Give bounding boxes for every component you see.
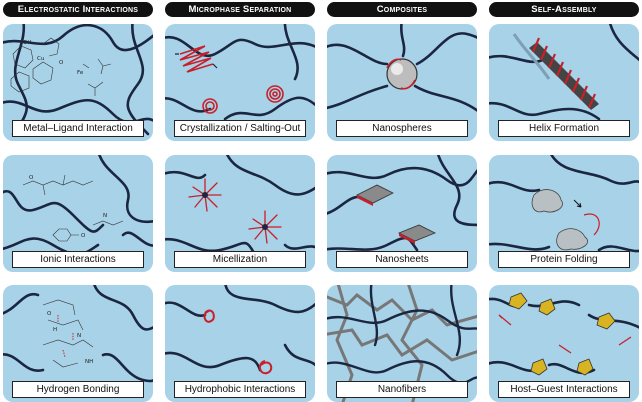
caption-ionic: Ionic Interactions bbox=[12, 251, 144, 268]
panel-nanosheets: Nanosheets bbox=[327, 155, 477, 272]
panel-metal-ligand: Cu Fe OH O Metal–Ligand Interaction bbox=[3, 24, 153, 141]
panel-nanofibers: Nanofibers bbox=[327, 285, 477, 402]
panel-helix: Helix Formation bbox=[489, 24, 639, 141]
panel-protein-folding: Protein Folding bbox=[489, 155, 639, 272]
nanosheets-illustration bbox=[327, 155, 477, 252]
metal-ligand-illustration: Cu Fe OH O bbox=[3, 24, 153, 136]
column-header-self-assembly: Self-Assembly bbox=[489, 2, 639, 17]
iron-label: Fe bbox=[77, 70, 84, 76]
ionic-n-label: N bbox=[103, 213, 107, 219]
hydrogen-bonding-illustration: O H N NH bbox=[3, 285, 153, 383]
panel-micellization: Micellization bbox=[165, 155, 315, 272]
hb-n-label: N bbox=[77, 333, 81, 339]
panel-hydrogen-bonding: O H N NH Hydrogen Bonding bbox=[3, 285, 153, 402]
caption-host-guest: Host–Guest Interactions bbox=[498, 381, 630, 398]
hydrophobic-illustration bbox=[165, 285, 315, 375]
o-label: O bbox=[59, 60, 64, 66]
caption-nanospheres: Nanospheres bbox=[336, 120, 468, 137]
column-header-microphase: Microphase Separation bbox=[165, 2, 315, 17]
hb-nh-label: NH bbox=[85, 359, 93, 365]
caption-nanosheets: Nanosheets bbox=[336, 251, 468, 268]
oh-label: OH bbox=[23, 40, 31, 46]
panel-ionic: O O N Ionic Interactions bbox=[3, 155, 153, 272]
protein-folding-illustration bbox=[489, 155, 639, 253]
ionic-o-label-2: O bbox=[81, 233, 86, 239]
ionic-illustration: O O N bbox=[3, 155, 153, 256]
caption-hydrogen-bonding: Hydrogen Bonding bbox=[12, 381, 144, 398]
nanospheres-illustration bbox=[327, 24, 477, 113]
caption-hydrophobic: Hydrophobic Interactions bbox=[174, 381, 306, 398]
hb-o-label: O bbox=[47, 311, 52, 317]
caption-metal-ligand: Metal–Ligand Interaction bbox=[12, 120, 144, 137]
copper-label: Cu bbox=[37, 56, 44, 62]
panel-crystallization: Crystallization / Salting-Out bbox=[165, 24, 315, 141]
panel-hydrophobic: Hydrophobic Interactions bbox=[165, 285, 315, 402]
micellization-illustration bbox=[165, 155, 315, 257]
panel-host-guest: Host–Guest Interactions bbox=[489, 285, 639, 402]
caption-helix: Helix Formation bbox=[498, 120, 630, 137]
panel-nanospheres: Nanospheres bbox=[327, 24, 477, 141]
hb-h-label: H bbox=[53, 327, 57, 333]
crystallization-illustration bbox=[165, 24, 315, 121]
helix-illustration bbox=[489, 24, 639, 121]
caption-crystallization: Crystallization / Salting-Out bbox=[174, 120, 306, 137]
column-header-electrostatic: Electrostatic Interactions bbox=[3, 2, 153, 17]
caption-nanofibers: Nanofibers bbox=[336, 381, 468, 398]
caption-micellization: Micellization bbox=[174, 251, 306, 268]
host-guest-illustration bbox=[489, 292, 639, 376]
caption-protein-folding: Protein Folding bbox=[498, 251, 630, 268]
ionic-o-label: O bbox=[29, 175, 34, 181]
column-header-composites: Composites bbox=[327, 2, 477, 17]
